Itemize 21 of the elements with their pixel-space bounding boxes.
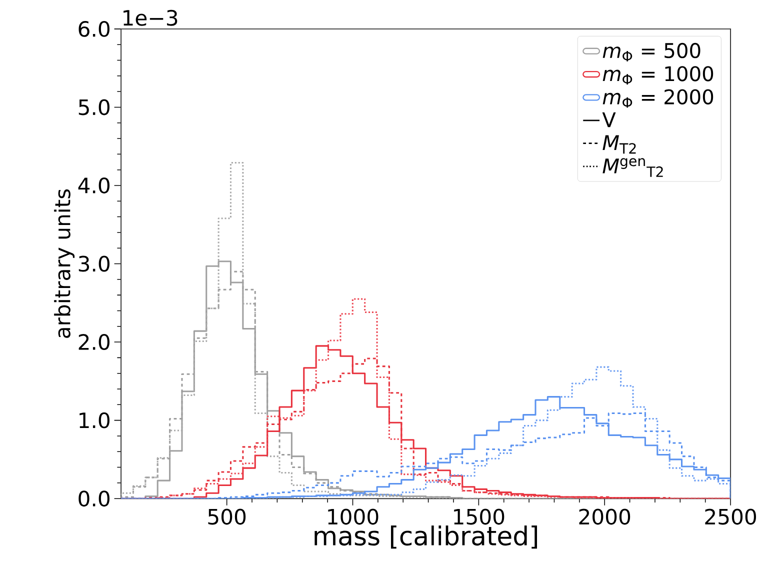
- x-tick-label: 1000: [328, 508, 378, 525]
- legend-label: m$_{Φ}$ = 2000: [602, 89, 714, 108]
- legend-label: m$_{Φ}$ = 1000: [602, 66, 714, 84]
- y-tick-label: 2.0: [78, 334, 110, 350]
- x-tick-label: 2500: [705, 508, 756, 525]
- y-tick-label: 3.0: [78, 256, 110, 272]
- y-tick-label: 0.0: [78, 490, 110, 507]
- annotation: V: [602, 112, 616, 128]
- legend-label: m$_{Φ}$ = 500: [602, 42, 700, 62]
- x-tick-label: 1500: [454, 508, 504, 525]
- x-tick-label: 500: [208, 508, 246, 525]
- annotation: M$_{T2}$: [602, 135, 636, 154]
- y-tick-label: 1.0: [80, 412, 110, 428]
- y-tick-label: 4.0: [78, 177, 110, 194]
- x-tick-label: 2000: [579, 508, 630, 525]
- x-axis-title: mass [calibrated]: [314, 525, 538, 549]
- y-tick-label: 6.0: [78, 20, 110, 37]
- annotation: M$^{gen}$T2: [602, 158, 663, 177]
- text: 1e−3: [124, 10, 178, 26]
- y-axis-title: arbitrary units: [54, 189, 75, 338]
- y-tick-label: 5.0: [78, 99, 110, 116]
